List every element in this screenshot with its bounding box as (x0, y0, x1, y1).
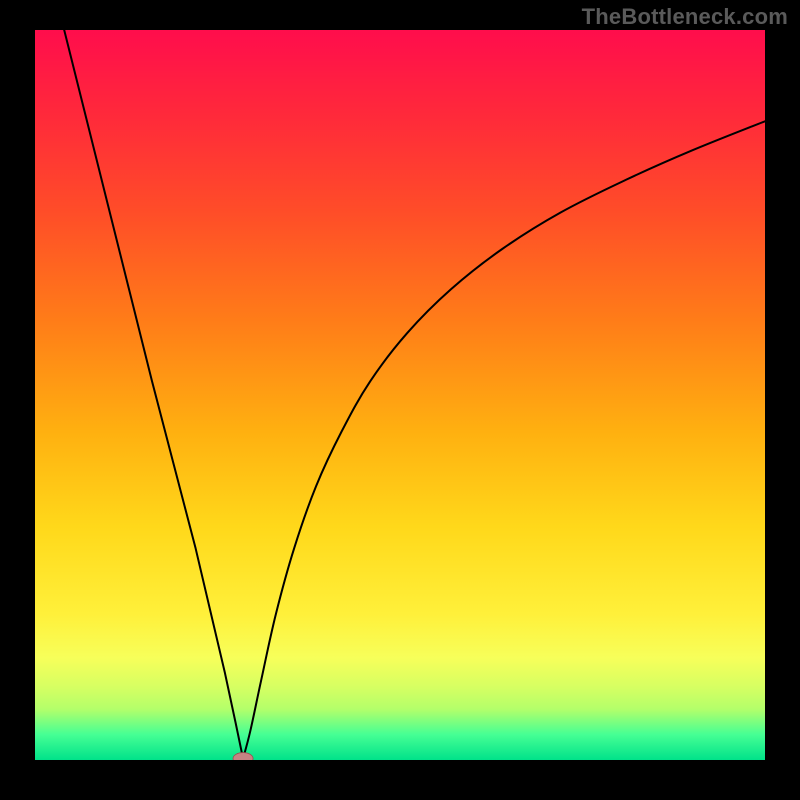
minimum-marker (233, 753, 253, 765)
bottleneck-curve-chart (0, 0, 800, 800)
plot-background (35, 30, 765, 760)
watermark-text: TheBottleneck.com (582, 4, 788, 30)
chart-container: { "watermark": "TheBottleneck.com", "cha… (0, 0, 800, 800)
